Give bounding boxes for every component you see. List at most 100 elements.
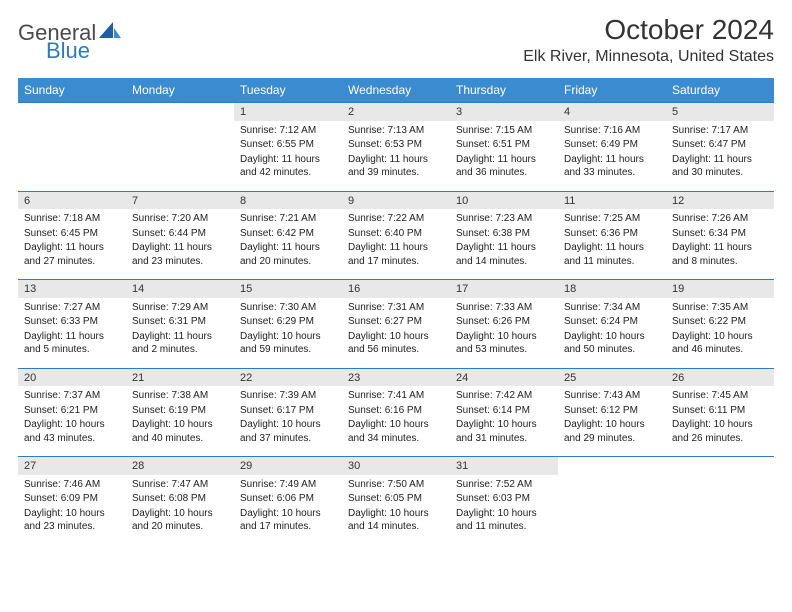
title-block: October 2024 Elk River, Minnesota, Unite… — [523, 14, 774, 66]
day-content-cell: Sunrise: 7:47 AMSunset: 6:08 PMDaylight:… — [126, 475, 234, 545]
day-number-cell: 16 — [342, 280, 450, 298]
day-content-cell: Sunrise: 7:25 AMSunset: 6:36 PMDaylight:… — [558, 209, 666, 280]
day-content-cell: Sunrise: 7:29 AMSunset: 6:31 PMDaylight:… — [126, 298, 234, 369]
day-sunset: Sunset: 6:03 PM — [456, 492, 552, 506]
day-content-cell — [558, 475, 666, 545]
day-sunrise: Sunrise: 7:20 AM — [132, 212, 228, 226]
day-number-cell: 24 — [450, 368, 558, 386]
day-content-cell: Sunrise: 7:37 AMSunset: 6:21 PMDaylight:… — [18, 386, 126, 457]
day-sunrise: Sunrise: 7:30 AM — [240, 301, 336, 315]
weekday-header: Saturday — [666, 78, 774, 103]
day-number-cell: 9 — [342, 191, 450, 209]
day-number-cell: 11 — [558, 191, 666, 209]
day-sunrise: Sunrise: 7:39 AM — [240, 389, 336, 403]
day-daylight: Daylight: 11 hours and 39 minutes. — [348, 153, 444, 180]
day-number-cell: 18 — [558, 280, 666, 298]
day-content-cell: Sunrise: 7:30 AMSunset: 6:29 PMDaylight:… — [234, 298, 342, 369]
day-content-cell — [18, 121, 126, 192]
day-content-cell: Sunrise: 7:50 AMSunset: 6:05 PMDaylight:… — [342, 475, 450, 545]
day-sunset: Sunset: 6:05 PM — [348, 492, 444, 506]
week-content-row: Sunrise: 7:46 AMSunset: 6:09 PMDaylight:… — [18, 475, 774, 545]
day-daylight: Daylight: 10 hours and 23 minutes. — [24, 507, 120, 534]
day-number-cell: 28 — [126, 457, 234, 475]
day-content-cell: Sunrise: 7:15 AMSunset: 6:51 PMDaylight:… — [450, 121, 558, 192]
day-number-cell: 19 — [666, 280, 774, 298]
day-number-cell: 27 — [18, 457, 126, 475]
day-number-cell: 12 — [666, 191, 774, 209]
day-sunset: Sunset: 6:36 PM — [564, 227, 660, 241]
day-number-cell: 2 — [342, 103, 450, 121]
day-sunrise: Sunrise: 7:41 AM — [348, 389, 444, 403]
day-sunset: Sunset: 6:45 PM — [24, 227, 120, 241]
day-number-cell: 8 — [234, 191, 342, 209]
day-sunrise: Sunrise: 7:17 AM — [672, 124, 768, 138]
day-sunset: Sunset: 6:53 PM — [348, 138, 444, 152]
weekday-header-row: SundayMondayTuesdayWednesdayThursdayFrid… — [18, 78, 774, 103]
day-content-cell: Sunrise: 7:20 AMSunset: 6:44 PMDaylight:… — [126, 209, 234, 280]
day-sunrise: Sunrise: 7:12 AM — [240, 124, 336, 138]
day-sunset: Sunset: 6:38 PM — [456, 227, 552, 241]
day-content-cell: Sunrise: 7:23 AMSunset: 6:38 PMDaylight:… — [450, 209, 558, 280]
day-daylight: Daylight: 10 hours and 31 minutes. — [456, 418, 552, 445]
weekday-header: Wednesday — [342, 78, 450, 103]
day-sunset: Sunset: 6:19 PM — [132, 404, 228, 418]
day-sunset: Sunset: 6:55 PM — [240, 138, 336, 152]
day-sunrise: Sunrise: 7:37 AM — [24, 389, 120, 403]
week-content-row: Sunrise: 7:12 AMSunset: 6:55 PM Daylight:… — [18, 121, 774, 192]
day-daylight: Daylight: 10 hours and 59 minutes. — [240, 330, 336, 357]
day-number-cell: 5 — [666, 103, 774, 121]
day-content-cell: Sunrise: 7:42 AMSunset: 6:14 PMDaylight:… — [450, 386, 558, 457]
day-daylight: Daylight: 11 hours and 20 minutes. — [240, 241, 336, 268]
brand-blue: Blue — [46, 38, 90, 63]
day-daylight: Daylight: 10 hours and 20 minutes. — [132, 507, 228, 534]
day-content-cell: Sunrise: 7:12 AMSunset: 6:55 PMDaylight:… — [234, 121, 342, 192]
day-number-cell — [558, 457, 666, 475]
day-sunset: Sunset: 6:16 PM — [348, 404, 444, 418]
week-daynum-row: 6789101112 — [18, 191, 774, 209]
day-sunrise: Sunrise: 7:42 AM — [456, 389, 552, 403]
week-content-row: Sunrise: 7:18 AMSunset: 6:45 PMDaylight:… — [18, 209, 774, 280]
day-content-cell: Sunrise: 7:33 AMSunset: 6:26 PMDaylight:… — [450, 298, 558, 369]
day-daylight: Daylight: 10 hours and 26 minutes. — [672, 418, 768, 445]
day-daylight: Daylight: 10 hours and 34 minutes. — [348, 418, 444, 445]
weekday-header: Monday — [126, 78, 234, 103]
day-daylight: Daylight: 10 hours and 56 minutes. — [348, 330, 444, 357]
day-sunrise: Sunrise: 7:25 AM — [564, 212, 660, 226]
day-number-cell: 29 — [234, 457, 342, 475]
day-content-cell — [126, 121, 234, 192]
day-content-cell: Sunrise: 7:35 AMSunset: 6:22 PMDaylight:… — [666, 298, 774, 369]
day-daylight: Daylight: 10 hours and 14 minutes. — [348, 507, 444, 534]
day-number-cell: 4 — [558, 103, 666, 121]
day-sunrise: Sunrise: 7:34 AM — [564, 301, 660, 315]
day-content-cell: Sunrise: 7:41 AMSunset: 6:16 PMDaylight:… — [342, 386, 450, 457]
day-sunset: Sunset: 6:27 PM — [348, 315, 444, 329]
day-content-cell: Sunrise: 7:52 AMSunset: 6:03 PMDaylight:… — [450, 475, 558, 545]
week-daynum-row: 2728293031 — [18, 457, 774, 475]
day-number-cell — [666, 457, 774, 475]
week-daynum-row: 12345 — [18, 103, 774, 121]
day-number-cell: 23 — [342, 368, 450, 386]
day-number-cell: 25 — [558, 368, 666, 386]
day-content-cell: Sunrise: 7:31 AMSunset: 6:27 PMDaylight:… — [342, 298, 450, 369]
week-content-row: Sunrise: 7:37 AMSunset: 6:21 PMDaylight:… — [18, 386, 774, 457]
day-content-cell: Sunrise: 7:18 AMSunset: 6:45 PMDaylight:… — [18, 209, 126, 280]
day-sunset: Sunset: 6:31 PM — [132, 315, 228, 329]
day-content-cell: Sunrise: 7:46 AMSunset: 6:09 PMDaylight:… — [18, 475, 126, 545]
day-sunrise: Sunrise: 7:31 AM — [348, 301, 444, 315]
day-sunset: Sunset: 6:42 PM — [240, 227, 336, 241]
day-daylight: Daylight: 11 hours and 14 minutes. — [456, 241, 552, 268]
day-number-cell: 10 — [450, 191, 558, 209]
day-sunrise: Sunrise: 7:13 AM — [348, 124, 444, 138]
header: General Blue October 2024 Elk River, Min… — [18, 14, 774, 72]
day-content-cell: Sunrise: 7:49 AMSunset: 6:06 PMDaylight:… — [234, 475, 342, 545]
day-content-cell: Sunrise: 7:38 AMSunset: 6:19 PMDaylight:… — [126, 386, 234, 457]
day-content-cell: Sunrise: 7:39 AMSunset: 6:17 PMDaylight:… — [234, 386, 342, 457]
day-number-cell: 22 — [234, 368, 342, 386]
calendar-table: SundayMondayTuesdayWednesdayThursdayFrid… — [18, 78, 774, 545]
day-sunset: Sunset: 6:51 PM — [456, 138, 552, 152]
brand-logo: General Blue — [18, 20, 121, 72]
day-number-cell: 6 — [18, 191, 126, 209]
weekday-header: Tuesday — [234, 78, 342, 103]
day-daylight: Daylight: 11 hours and 2 minutes. — [132, 330, 228, 357]
day-sunset: Sunset: 6:24 PM — [564, 315, 660, 329]
